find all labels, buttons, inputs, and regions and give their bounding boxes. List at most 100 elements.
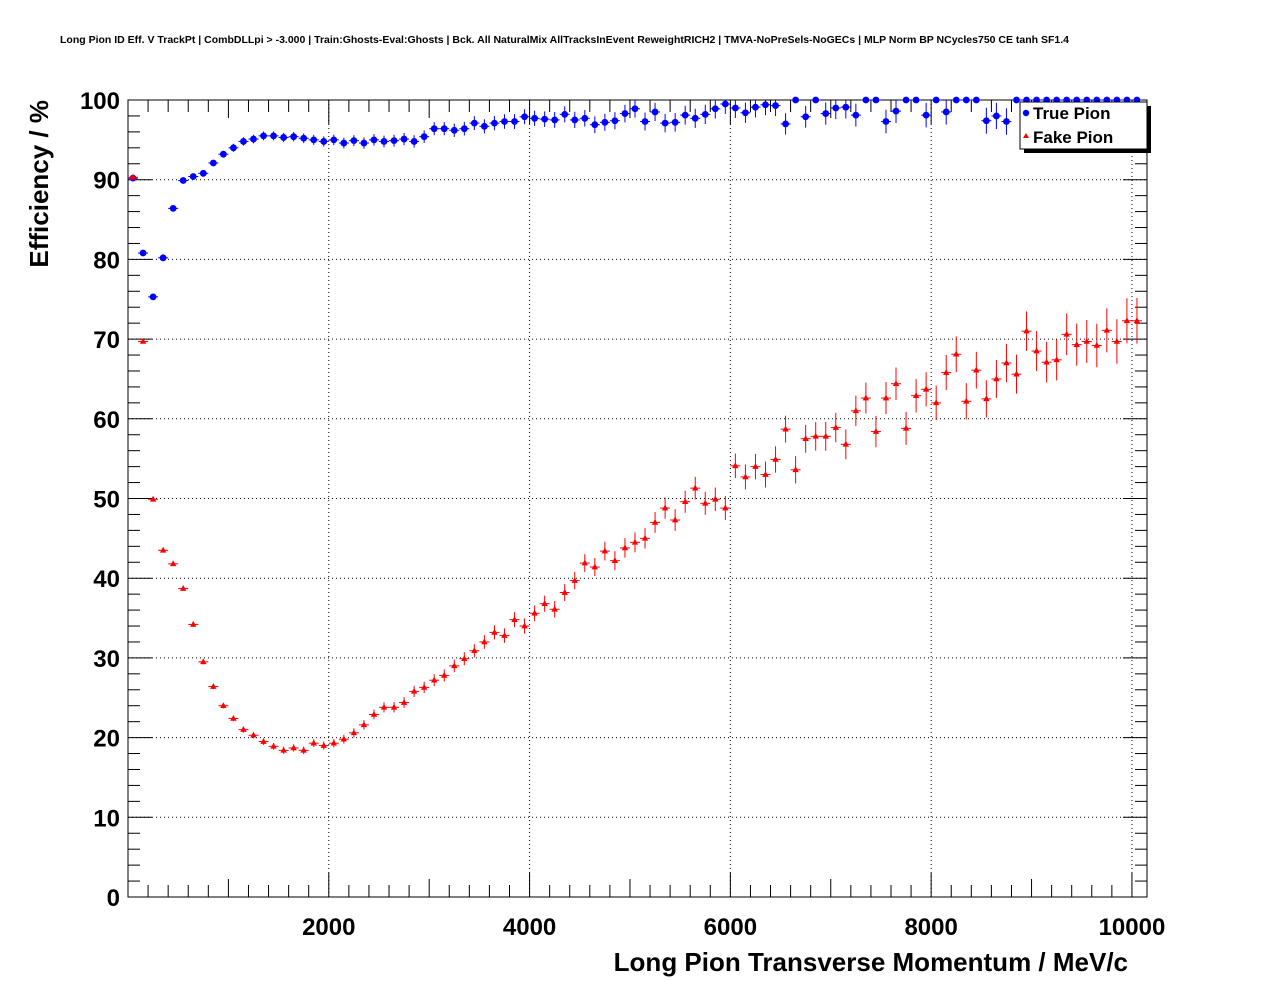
fake-pion-point [880,382,891,415]
fake-pion-point [1131,297,1142,344]
fake-pion-point [258,738,269,745]
fake-pion-point [589,557,600,577]
true-pion-point [338,137,349,149]
true-pion-point [439,122,450,136]
true-pion-point [790,96,801,104]
fake-pion-point [720,496,731,521]
fake-pion-point [800,424,811,453]
true-pion-point [559,106,570,123]
fake-pion-point [820,421,831,451]
fake-pion-point [338,734,349,744]
true-pion-point [690,108,701,128]
true-pion-point [379,135,390,148]
fake-pion-point [368,709,379,720]
true-pion-point [158,254,169,262]
fake-pion-point [308,739,319,748]
fake-pion-point [499,628,510,643]
fake-pion-point [519,618,530,634]
legend-marker-fake-pion [1023,133,1029,138]
true-pion-point [770,100,781,117]
true-pion-point [710,100,721,119]
true-pion-point [469,116,480,131]
true-pion-point [258,131,269,141]
fake-pion-point [911,378,922,413]
fake-pion-point [1031,331,1042,372]
fake-pion-point [840,429,851,460]
true-pion-point [549,112,560,128]
true-pion-point [238,137,249,146]
fake-pion-point [1081,320,1092,363]
true-pion-point [188,173,199,180]
true-pion-point [569,111,580,129]
true-pion-point [298,133,309,144]
true-pion-point [1001,108,1012,135]
x-tick-label: 8000 [904,914,957,941]
fake-pion-point [941,355,952,391]
fake-pion-point [780,415,791,443]
true-pion-point [961,96,972,104]
fake-pion-point [449,659,460,673]
true-pion-point [308,134,319,145]
true-pion-point [629,100,640,118]
y-tick-label: 90 [93,168,120,195]
legend-label-fake-pion: Fake Pion [1033,128,1113,147]
true-pion-point [248,134,259,144]
true-pion-point [991,102,1002,130]
true-pion-point [318,136,329,147]
true-pion-point [850,103,861,127]
fake-pion-point [750,453,761,480]
true-pion-point [941,100,952,125]
fake-pion-point [128,173,139,180]
fake-pion-point [629,532,640,553]
true-pion-point [830,100,841,120]
fake-pion-point [1001,343,1012,383]
y-tick-label: 50 [93,487,120,514]
true-pion-point [519,109,530,125]
fake-pion-point [1101,308,1112,353]
fake-pion-point [419,681,430,694]
true-pion-point [870,96,881,104]
true-pion-point [820,102,831,125]
fake-pion-point [218,702,229,709]
fake-pion-point [489,625,500,640]
fake-pion-point [409,685,420,697]
fake-pion-point [148,495,159,502]
fake-pion-point [188,620,199,627]
series-fake-pion [128,173,1142,755]
fake-pion-point [690,476,701,500]
fake-pion-point [730,453,741,479]
fake-pion-point [981,380,992,418]
fake-pion-point [830,412,841,443]
fake-pion-point [680,490,691,513]
true-pion-point [328,134,339,146]
true-pion-point [218,150,229,158]
fake-pion-point [951,336,962,373]
fake-pion-point [1091,323,1102,368]
true-pion-point [168,204,179,212]
fake-pion-point [670,509,681,531]
fake-pion-point [770,446,781,473]
fake-pion-point [399,697,410,708]
true-pion-point [860,96,871,104]
fake-pion-point [1071,323,1082,366]
y-tick-label: 30 [93,646,120,673]
true-pion-point [981,107,992,134]
fake-pion-point [288,744,299,752]
fake-pion-point [559,584,570,601]
fake-pion-point [870,415,881,448]
true-pion-point [198,169,209,177]
fake-pion-point [850,395,861,427]
true-pion-point [368,134,379,146]
fake-pion-point [599,541,610,561]
fake-pion-point [479,635,490,649]
true-pion-point [670,113,681,132]
y-tick-label: 100 [80,88,120,115]
true-pion-point [740,102,751,123]
true-pion-point [589,116,600,134]
fake-pion-point [901,411,912,445]
series-true-pion [128,96,1142,301]
true-pion-point [951,96,962,104]
true-pion-point [529,110,540,126]
true-pion-point [358,137,369,149]
